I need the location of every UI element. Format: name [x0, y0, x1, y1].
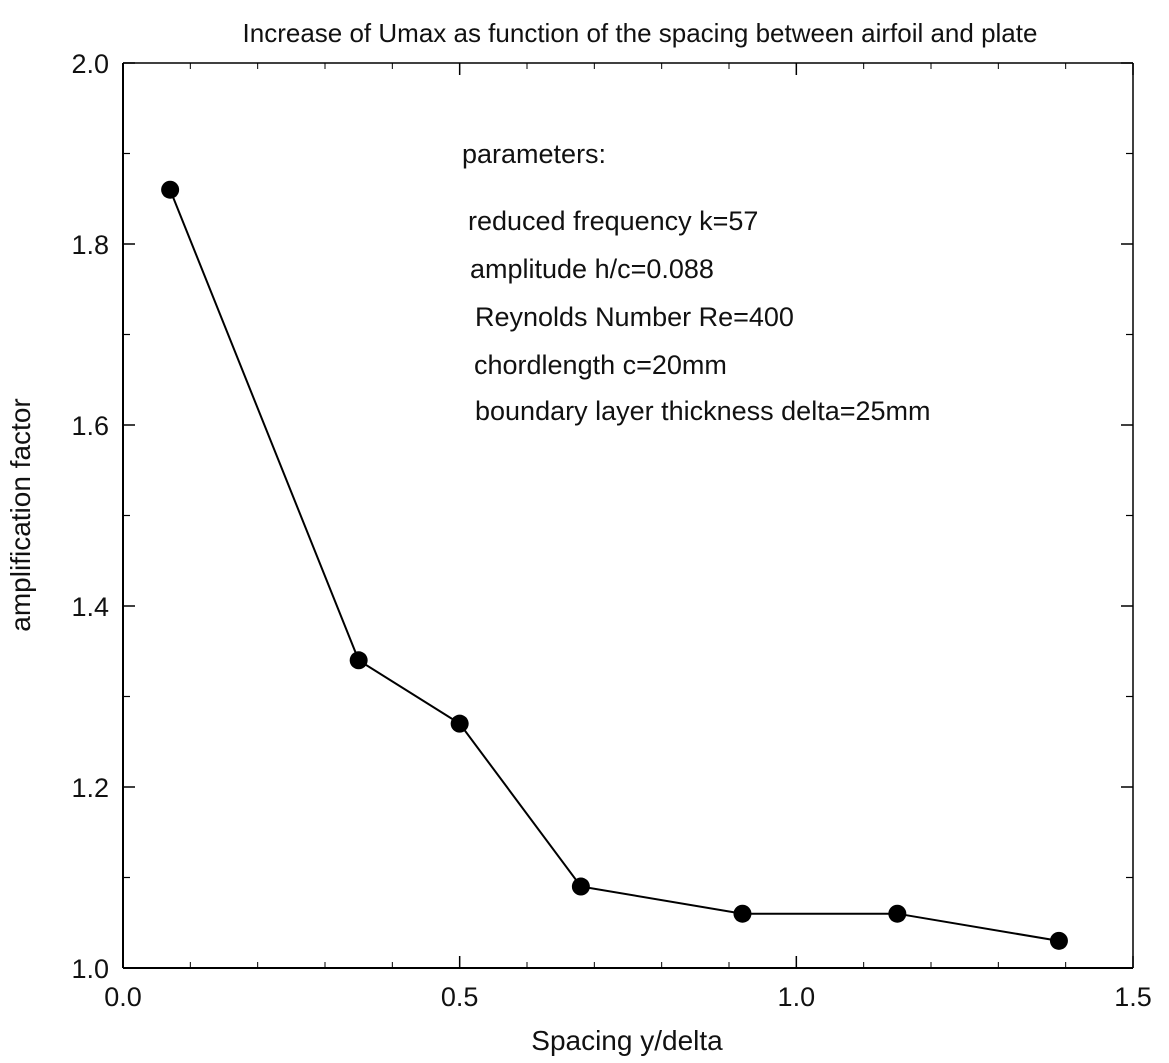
data-point — [161, 180, 180, 199]
data-point — [450, 714, 469, 733]
parameter-line: chordlength c=20mm — [474, 350, 727, 380]
axis-ticks — [122, 62, 1134, 969]
parameter-line: Reynolds Number Re=400 — [475, 302, 794, 332]
data-point — [733, 904, 752, 923]
data-point — [571, 877, 590, 896]
parameter-line: reduced frequency k=57 — [468, 206, 758, 236]
y-tick-label: 1.0 — [71, 954, 109, 984]
y-tick-label: 2.0 — [71, 49, 109, 79]
data-point — [1049, 931, 1068, 950]
x-tick-label: 0.0 — [104, 982, 142, 1012]
y-tick-label: 1.8 — [71, 230, 109, 260]
x-tick-label: 1.5 — [1114, 982, 1152, 1012]
parameter-line: boundary layer thickness delta=25mm — [475, 396, 931, 426]
chart-title: Increase of Umax as function of the spac… — [243, 18, 1038, 48]
parameter-line: amplitude h/c=0.088 — [470, 254, 714, 284]
y-tick-label: 1.4 — [71, 592, 109, 622]
parameters-header: parameters: — [462, 139, 606, 169]
parameters-annotation: parameters: reduced frequency k=57 ampli… — [462, 139, 931, 426]
x-tick-label: 0.5 — [441, 982, 479, 1012]
y-tick-label: 1.2 — [71, 773, 109, 803]
x-axis-label: Spacing y/delta — [531, 1025, 723, 1056]
data-point — [349, 651, 368, 670]
data-point — [888, 904, 907, 923]
data-series — [161, 180, 1068, 950]
y-tick-label: 1.6 — [71, 411, 109, 441]
y-axis-label: amplification factor — [5, 398, 36, 631]
x-tick-label: 1.0 — [778, 982, 816, 1012]
axis-tick-labels: 1.0 1.2 1.4 1.6 1.8 2.0 0.0 0.5 1.0 1.5 — [71, 49, 1151, 1012]
